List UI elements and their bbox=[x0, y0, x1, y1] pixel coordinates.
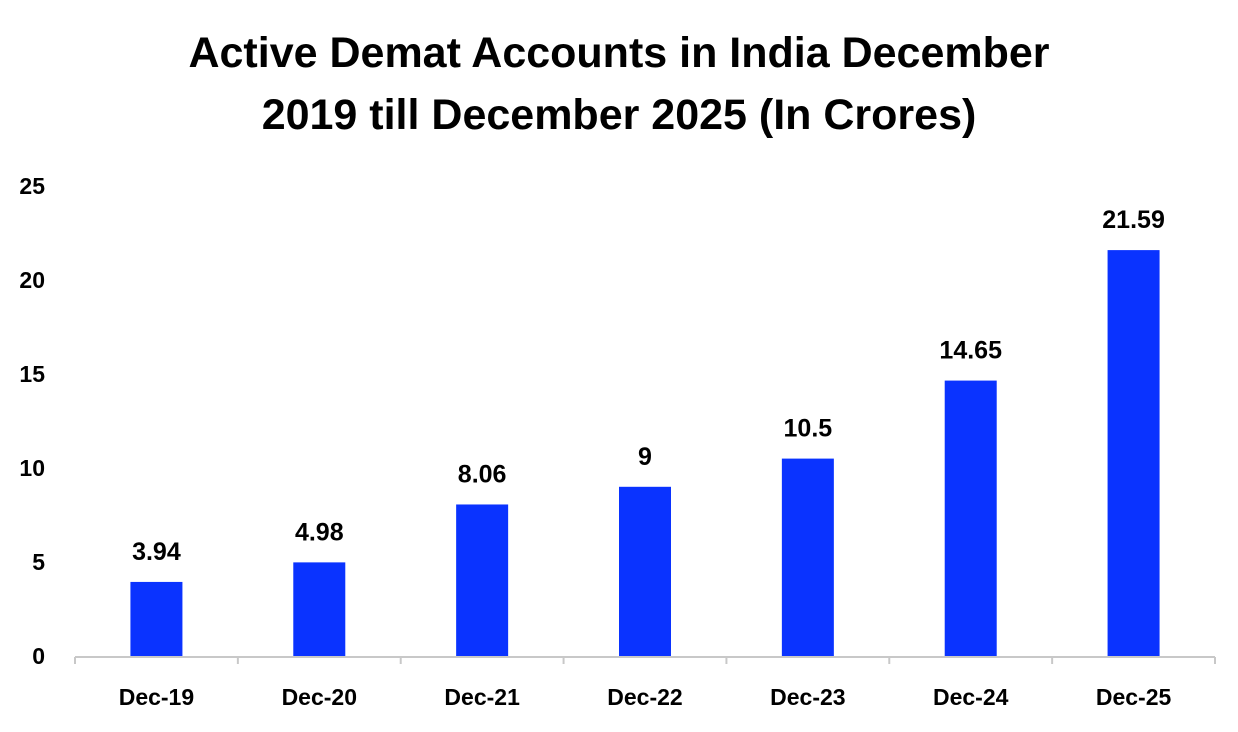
bar-dec-23 bbox=[781, 458, 834, 656]
data-labels: 3.94 4.98 8.06 9 10.5 14.65 21.59 bbox=[132, 206, 1165, 566]
data-label-dec-24: 14.65 bbox=[939, 337, 1002, 365]
y-axis-tick-labels: 0 5 10 15 20 25 bbox=[19, 173, 45, 669]
y-tick-label: 20 bbox=[19, 267, 45, 293]
x-tick-label: Dec-24 bbox=[933, 684, 1009, 710]
data-label-dec-25: 21.59 bbox=[1102, 206, 1165, 234]
chart-title-line-2: 2019 till December 2025 (In Crores) bbox=[261, 91, 977, 139]
x-tick-label: Dec-20 bbox=[282, 684, 357, 710]
data-label-dec-22: 9 bbox=[638, 443, 652, 471]
data-label-dec-23: 10.5 bbox=[784, 415, 833, 443]
x-tick-label: Dec-22 bbox=[607, 684, 682, 710]
bar-dec-24 bbox=[944, 380, 997, 656]
x-tick-label: Dec-19 bbox=[119, 684, 194, 710]
data-label-dec-21: 8.06 bbox=[458, 460, 507, 488]
bar-dec-20 bbox=[293, 562, 346, 656]
x-tick-label: Dec-23 bbox=[770, 684, 845, 710]
bar-dec-25 bbox=[1107, 250, 1160, 656]
x-axis-tick-labels: Dec-19 Dec-20 Dec-21 Dec-22 Dec-23 Dec-24 Dec-… bbox=[119, 684, 1172, 710]
y-tick-label: 25 bbox=[19, 173, 45, 199]
bar-dec-22 bbox=[619, 486, 671, 656]
bar-dec-19 bbox=[130, 581, 183, 656]
bar-series bbox=[130, 250, 1160, 656]
y-tick-label: 5 bbox=[32, 549, 45, 575]
bar-dec-21 bbox=[456, 504, 509, 656]
x-tick-label: Dec-25 bbox=[1096, 684, 1172, 710]
x-axis bbox=[74, 656, 1216, 664]
y-tick-label: 15 bbox=[19, 361, 45, 387]
y-tick-label: 10 bbox=[19, 455, 45, 481]
data-label-dec-20: 4.98 bbox=[295, 518, 344, 546]
chart-title: Active Demat Accounts in India December … bbox=[0, 22, 1238, 146]
data-label-dec-19: 3.94 bbox=[132, 538, 181, 566]
y-tick-label: 0 bbox=[32, 643, 45, 669]
chart-title-line-1: Active Demat Accounts in India December bbox=[188, 29, 1050, 77]
x-tick-label: Dec-21 bbox=[444, 684, 520, 710]
